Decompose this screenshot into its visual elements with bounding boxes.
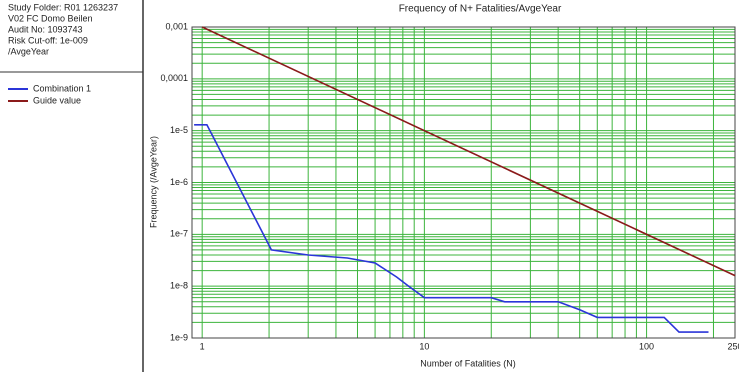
y-axis-label: Frequency (/AvgeYear) [148, 136, 158, 228]
y-tick-label: 1e-8 [170, 281, 188, 291]
info-line: Study Folder: R01 1263237 [8, 2, 118, 12]
info-line: Audit No: 1093743 [8, 24, 83, 34]
y-tick-label: 1e-6 [170, 177, 188, 187]
x-tick-label: 250 [727, 341, 739, 351]
x-tick-label: 1 [200, 341, 205, 351]
x-tick-label: 100 [639, 341, 654, 351]
y-tick-label: 1e-7 [170, 229, 188, 239]
info-line: V02 FC Domo Beilen [8, 13, 93, 23]
chart-title: Frequency of N+ Fatalities/AvgeYear [399, 4, 562, 15]
y-tick-label: 1e-9 [170, 332, 188, 342]
x-axis-label: Number of Fatalities (N) [420, 358, 516, 368]
series-line [194, 124, 709, 333]
legend-label: Combination 1 [33, 83, 91, 93]
info-line: /AvgeYear [8, 46, 49, 56]
y-tick-label: 0,001 [165, 21, 188, 31]
info-line: Risk Cut-off: 1e-009 [8, 35, 88, 45]
legend-label: Guide value [33, 95, 81, 105]
y-tick-label: 1e-5 [170, 125, 188, 135]
x-tick-label: 10 [419, 341, 429, 351]
plot-frame [191, 26, 736, 339]
y-tick-label: 0,0001 [160, 73, 188, 83]
series-line [201, 26, 736, 277]
